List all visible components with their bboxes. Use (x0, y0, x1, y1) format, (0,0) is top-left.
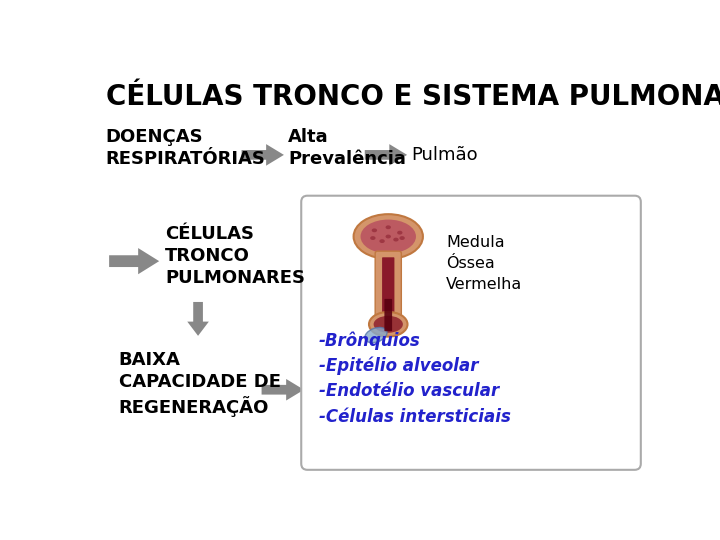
FancyBboxPatch shape (375, 251, 401, 323)
Text: CÉLULAS TRONCO E SISTEMA PULMONAR: CÉLULAS TRONCO E SISTEMA PULMONAR (106, 83, 720, 111)
Text: -Células intersticiais: -Células intersticiais (319, 408, 510, 426)
Polygon shape (242, 144, 284, 166)
Text: -Epitélio alveolar: -Epitélio alveolar (319, 356, 479, 375)
FancyBboxPatch shape (382, 257, 395, 314)
Polygon shape (261, 379, 304, 401)
Text: Medula
Óssea
Vermelha: Medula Óssea Vermelha (446, 235, 522, 292)
Ellipse shape (400, 236, 405, 240)
Ellipse shape (369, 312, 408, 336)
FancyBboxPatch shape (301, 195, 641, 470)
Text: -Endotélio vascular: -Endotélio vascular (319, 382, 499, 400)
Polygon shape (187, 302, 209, 336)
Ellipse shape (379, 239, 384, 243)
Text: DOENÇAS
RESPIRATÓRIAS: DOENÇAS RESPIRATÓRIAS (106, 128, 266, 168)
FancyBboxPatch shape (384, 299, 392, 331)
Ellipse shape (354, 214, 423, 259)
Ellipse shape (365, 327, 387, 343)
Text: -Brônquios: -Brônquios (319, 331, 420, 350)
Ellipse shape (370, 236, 376, 240)
Ellipse shape (374, 316, 403, 333)
Text: BAIXA
CAPACIDADE DE
REGENERAÇÃO: BAIXA CAPACIDADE DE REGENERAÇÃO (119, 351, 281, 417)
Text: CÉLULAS
TRONCO
PULMONARES: CÉLULAS TRONCO PULMONARES (165, 225, 305, 287)
Text: Pulmão: Pulmão (411, 146, 478, 164)
Ellipse shape (397, 231, 402, 234)
Polygon shape (365, 144, 407, 166)
Polygon shape (109, 248, 159, 274)
Ellipse shape (361, 220, 416, 253)
Text: Alta
Prevalência: Alta Prevalência (288, 128, 406, 168)
Ellipse shape (393, 238, 399, 241)
Ellipse shape (385, 225, 391, 229)
Ellipse shape (372, 228, 377, 232)
Ellipse shape (385, 234, 391, 239)
